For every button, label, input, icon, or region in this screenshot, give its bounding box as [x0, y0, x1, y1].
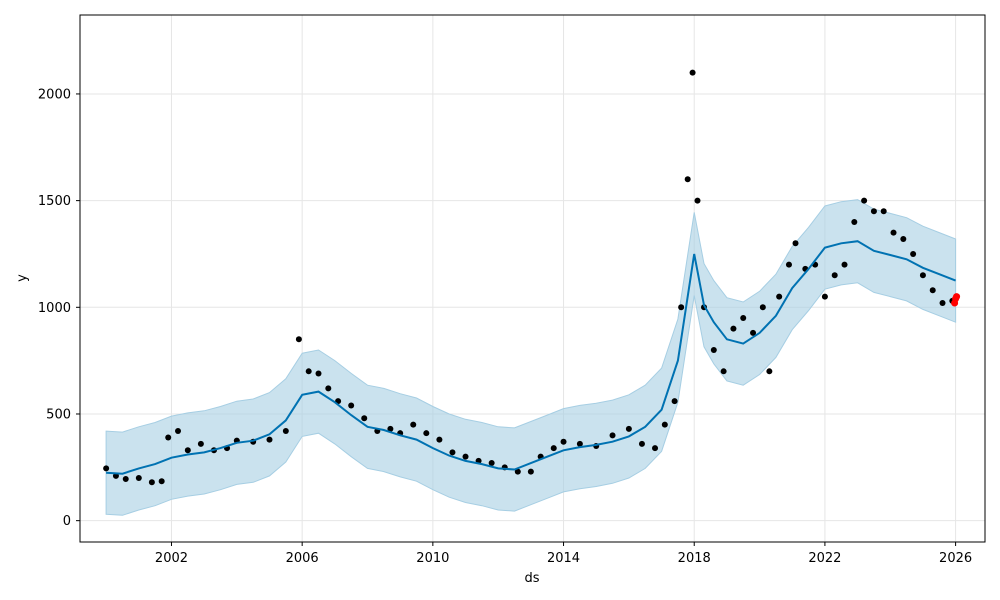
- observed-point: [325, 385, 332, 392]
- y-axis-ticks: 0 500 1000 1500 2000: [38, 87, 80, 529]
- x-tick-label: 2026: [939, 551, 972, 566]
- observed-point: [929, 287, 936, 294]
- observed-point: [841, 261, 848, 268]
- x-tick-label: 2002: [155, 551, 188, 566]
- observed-point: [890, 229, 897, 236]
- observed-point: [423, 430, 430, 437]
- forecast-line: [106, 240, 956, 475]
- observed-point: [560, 438, 567, 445]
- observed-point: [576, 440, 583, 447]
- observed-point: [282, 428, 289, 435]
- observed-point: [122, 476, 129, 483]
- observed-point: [197, 440, 204, 447]
- observed-point: [488, 460, 495, 467]
- observed-point: [514, 468, 521, 475]
- observed-point: [821, 293, 828, 300]
- x-axis-label: ds: [524, 571, 539, 586]
- x-tick-label: 2014: [547, 551, 580, 566]
- y-tick-label: 0: [63, 514, 71, 529]
- observed-point: [295, 336, 302, 343]
- observed-point: [710, 346, 717, 353]
- observed-point: [305, 368, 312, 375]
- observed-point: [694, 197, 701, 204]
- x-tick-label: 2006: [286, 551, 319, 566]
- observed-point: [720, 368, 727, 375]
- observed-point: [361, 415, 368, 422]
- observed-point: [785, 261, 792, 268]
- observed-point: [348, 402, 355, 409]
- observed-point: [410, 421, 417, 428]
- observed-point: [759, 304, 766, 311]
- observed-point: [184, 447, 191, 454]
- plot-frame: [79, 14, 986, 543]
- y-axis-label: y: [15, 274, 30, 282]
- observed-point: [661, 421, 668, 428]
- observed-point: [671, 398, 678, 405]
- observed-point: [792, 240, 799, 247]
- observed-point: [175, 428, 182, 435]
- observed-point: [449, 449, 456, 456]
- observed-point: [103, 465, 110, 472]
- recent-point: [953, 293, 961, 301]
- observed-point: [684, 176, 691, 183]
- uncertainty-interval-band: [105, 199, 957, 516]
- observed-point: [919, 272, 926, 279]
- observed-point: [910, 250, 917, 257]
- observed-point: [165, 434, 172, 441]
- observed-point: [831, 272, 838, 279]
- observed-point: [436, 436, 443, 443]
- observed-point: [266, 436, 273, 443]
- observed-point: [851, 218, 858, 225]
- observed-point: [148, 479, 155, 486]
- observed-point: [900, 236, 907, 243]
- observed-point: [939, 300, 946, 307]
- observed-point: [158, 478, 165, 485]
- observed-point: [527, 468, 534, 475]
- observed-point: [689, 69, 696, 76]
- observed-point: [462, 453, 469, 460]
- y-tick-label: 1000: [38, 301, 71, 316]
- observed-point: [730, 325, 737, 332]
- observed-point: [652, 445, 659, 452]
- observed-point: [387, 425, 394, 432]
- observed-point: [135, 474, 142, 481]
- observed-point: [776, 293, 783, 300]
- x-tick-label: 2022: [808, 551, 841, 566]
- observed-point: [880, 208, 887, 215]
- x-axis-ticks: 2002 2006 2010 2014 2018 2022 2026: [155, 542, 972, 566]
- observed-point: [609, 432, 616, 439]
- observed-point: [638, 440, 645, 447]
- observed-point: [740, 314, 747, 321]
- observed-point: [870, 208, 877, 215]
- x-tick-label: 2010: [416, 551, 449, 566]
- observed-point: [750, 329, 757, 336]
- observed-point: [861, 197, 868, 204]
- observed-point: [315, 370, 322, 377]
- y-tick-label: 1500: [38, 194, 71, 209]
- observed-point: [625, 425, 632, 432]
- y-tick-label: 2000: [38, 87, 71, 102]
- y-tick-label: 500: [46, 407, 71, 422]
- observed-point: [550, 445, 557, 452]
- observed-point: [766, 368, 773, 375]
- recent-points: [951, 293, 961, 307]
- observed-point: [678, 304, 685, 311]
- x-tick-label: 2018: [678, 551, 711, 566]
